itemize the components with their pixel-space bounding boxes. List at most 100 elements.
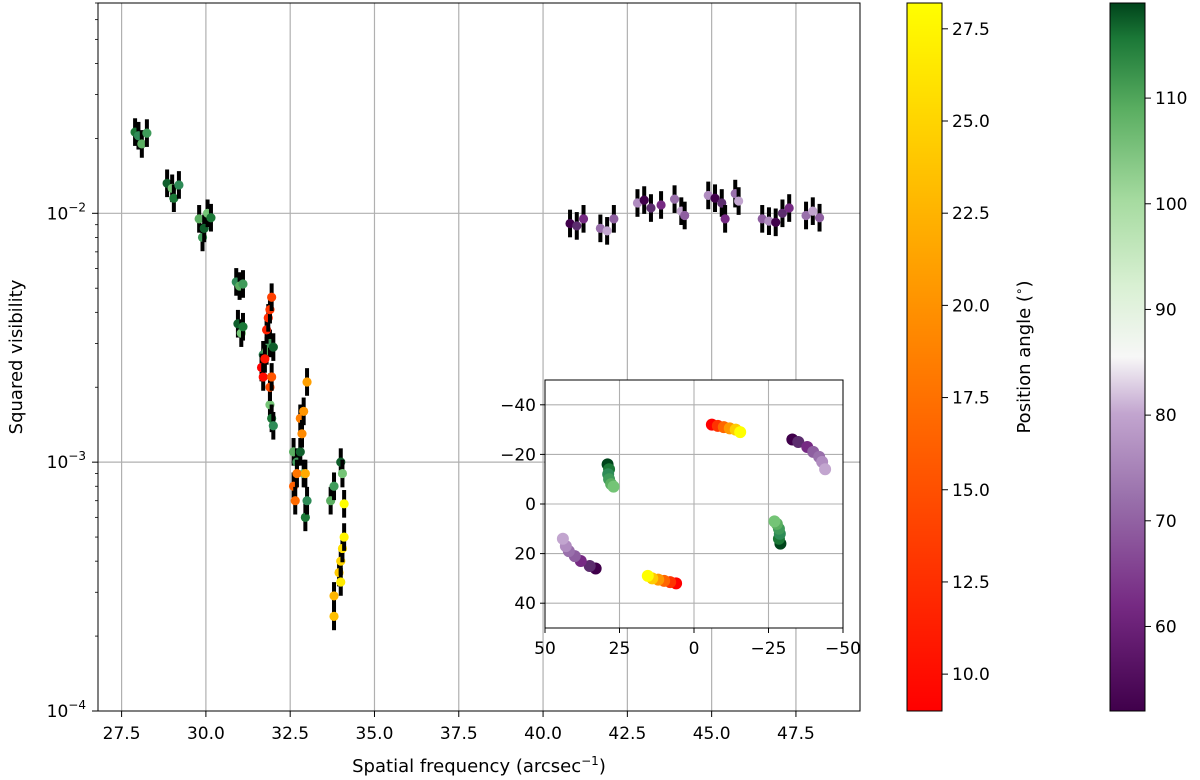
data-point: [814, 213, 825, 223]
inset-y-tick-label: 20: [514, 545, 536, 565]
inset-y-tick-label: −20: [500, 445, 536, 465]
main-y-tick-label: 10−4: [47, 698, 86, 722]
inset-data-point: [768, 515, 781, 528]
inset-x-tick-label: 25: [609, 639, 631, 659]
colorbar-position-angle-ticks: 10.0 12.5 15.0 17.5 20.0 22.5 25.0 27.5: [942, 20, 990, 685]
data-point: [238, 279, 248, 289]
colorbar-tick-label: 25.0: [952, 112, 990, 132]
data-point: [267, 372, 277, 382]
colorbar-tick-label: 100: [1155, 195, 1187, 215]
main-x-tick-label: 32.5: [271, 724, 309, 744]
colorbar-tick-label: 10.0: [952, 665, 990, 685]
inset-y-tick-label: −40: [500, 396, 536, 416]
data-point: [656, 200, 666, 210]
y-tick-base: 10: [47, 453, 69, 473]
data-point: [174, 180, 184, 190]
data-point: [267, 292, 277, 302]
data-point: [602, 226, 612, 236]
colorbar-tick-label: 90: [1155, 300, 1177, 320]
inset-data-point: [641, 569, 654, 582]
inset-x-tick-label: 50: [534, 639, 556, 659]
data-point: [777, 208, 788, 218]
data-point: [669, 194, 680, 204]
data-point: [238, 322, 248, 332]
colorbar-tick-label: 27.5: [952, 20, 990, 40]
data-point: [137, 139, 147, 149]
colorbar-tick-label: 110: [1155, 89, 1187, 109]
data-point: [302, 496, 312, 506]
inset-data-point: [583, 560, 596, 572]
main-x-tick-label: 30.0: [187, 724, 225, 744]
main-y-ticks: 10−410−310−2: [47, 2, 98, 722]
main-x-tick-label: 42.5: [608, 724, 646, 744]
colorbar-position-angle: 10.0 12.5 15.0 17.5 20.0 22.5 25.0 27.5 Positio…: [906, 2, 1035, 712]
data-point: [295, 447, 305, 457]
colorbar-green-purple: 60 70 80 90 100 110: [1109, 2, 1187, 712]
data-point: [784, 203, 794, 213]
main-x-tick-label: 35.0: [356, 724, 394, 744]
data-point: [339, 532, 349, 542]
data-point: [710, 193, 720, 203]
data-point: [268, 342, 278, 352]
inset-y-tick-label: 0: [525, 495, 536, 515]
colorbar-autumn-gradient: [906, 2, 943, 712]
data-point: [337, 468, 348, 479]
y-axis-label: Squared visibility: [6, 279, 27, 434]
colorbar-tick-label: 22.5: [952, 204, 990, 224]
data-point: [300, 468, 310, 479]
data-point: [646, 203, 656, 213]
data-point: [329, 611, 339, 621]
data-point: [142, 128, 152, 138]
data-point: [339, 499, 349, 509]
data-point: [299, 406, 309, 416]
colorbar-tick-label: 60: [1155, 617, 1177, 637]
inset-data-point: [734, 426, 747, 439]
data-point: [801, 210, 811, 221]
data-point: [260, 354, 270, 364]
y-tick-base: 10: [47, 702, 69, 722]
data-point: [258, 372, 268, 382]
main-data-points: [130, 118, 825, 631]
data-point: [290, 496, 300, 506]
inset-x-tick-label: −50: [825, 639, 861, 659]
data-point: [734, 196, 744, 206]
data-point: [297, 429, 307, 439]
inset-x-ticks: 50 25 0 −25 −50: [534, 628, 861, 659]
main-x-tick-label: 47.5: [777, 724, 815, 744]
inset-x-tick-label: 0: [689, 639, 700, 659]
data-point: [292, 468, 302, 479]
data-point: [329, 481, 339, 491]
colorbar-tick-label: 17.5: [952, 389, 990, 409]
inset-y-tick-label: 40: [514, 594, 536, 614]
inset-data-points: [556, 418, 832, 590]
main-x-tick-label: 27.5: [103, 724, 141, 744]
data-point: [206, 213, 216, 223]
data-point: [680, 210, 690, 221]
data-point: [609, 214, 619, 224]
main-frame: [97, 2, 861, 712]
data-point: [336, 577, 346, 587]
colorbar-tick-label: 80: [1155, 406, 1177, 426]
main-x-tick-label: 37.5: [440, 724, 478, 744]
y-tick-base: 10: [47, 204, 69, 224]
data-point: [300, 512, 310, 522]
data-point: [302, 377, 312, 387]
data-point: [169, 193, 179, 203]
inset-y-ticks: −40 −20 0 20 40: [500, 396, 545, 614]
data-point: [771, 217, 781, 227]
y-tick-exponent: −3: [68, 449, 86, 463]
inset-data-point: [819, 463, 832, 476]
colorbar-green-purple-ticks: 60 70 80 90 100 110: [1145, 89, 1187, 637]
main-axes: 27.5 30.0 32.5 35.0 37.5 40.0 42.5 45.0 47.5 10−…: [6, 2, 861, 777]
data-point: [268, 421, 278, 431]
colorbar-tick-label: 15.0: [952, 481, 990, 501]
main-y-tick-label: 10−2: [47, 200, 86, 224]
colorbar-tick-label: 70: [1155, 512, 1177, 532]
inset-data-point: [556, 532, 569, 545]
data-point: [194, 214, 204, 224]
colorbar-green-purple-gradient: [1109, 2, 1146, 712]
colorbar-tick-label: 12.5: [952, 573, 990, 593]
data-point: [329, 591, 339, 601]
inset-axes: 50 25 0 −25 −50 −40 −20 0 20 40: [500, 379, 861, 659]
